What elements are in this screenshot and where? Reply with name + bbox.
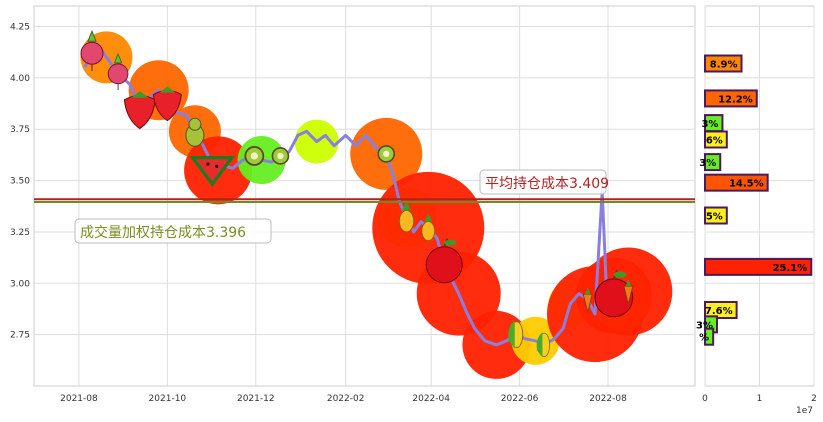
corn-icon [536, 332, 551, 358]
apple-icon [425, 238, 463, 284]
radish-icon [80, 29, 104, 72]
cost-annotation-label: 成交量加权持仓成本3.396 [80, 224, 246, 241]
distribution-bar [704, 301, 738, 319]
watermelon-icon [189, 155, 236, 187]
distribution-bars: 8.9% 12.2% 3% 6% 3% 14.5% 5% 25.1% 7.6% 3%% [696, 54, 813, 346]
x-tick-label: 2022-06 [501, 394, 539, 404]
date-x-axis: 2021-08 2021-10 2021-12 2022-02 2022-04 2022-… [60, 394, 627, 404]
cost-distribution-chart: 8.9% 12.2% 3% 6% 3% 14.5% 5% 25.1% 7.6% 3%% 0 1 2 1… [696, 5, 817, 416]
y-tick-label: 3.00 [10, 279, 30, 289]
kiwi-icon [271, 147, 290, 165]
x-tick-label: 2021-12 [237, 394, 275, 404]
y-tick-label: 3.25 [10, 228, 30, 238]
pear-icon [185, 117, 205, 147]
distribution-x-tick-label: 0 [702, 394, 708, 404]
x-tick-label: 2021-10 [149, 394, 187, 404]
distribution-bar-label: 3% [701, 119, 718, 130]
x-tick-label: 2022-08 [589, 394, 627, 404]
pineapple-icon [421, 213, 436, 242]
distribution-x-tick-label: 2 [811, 394, 817, 404]
strawberry-icon [123, 91, 156, 130]
corn-icon [508, 320, 524, 349]
distribution-bar [704, 206, 728, 225]
distribution-bar-label: % [699, 333, 709, 344]
y-tick-label: 3.75 [10, 125, 30, 135]
price-y-axis: 2.75 3.00 3.25 3.50 3.75 4.00 4.25 [10, 23, 30, 341]
distribution-bar [704, 327, 715, 346]
y-tick-label: 2.75 [10, 331, 30, 341]
distribution-bar [704, 54, 743, 73]
price-chart: 平均持仓成本3.409 成交量加权持仓成本3.396 2.75 3.00 3.25 3.… [10, 5, 696, 404]
cost-annotations: 平均持仓成本3.409 成交量加权持仓成本3.396 [74, 169, 609, 244]
cost-lines [34, 198, 695, 203]
kiwi-icon [244, 146, 265, 166]
distribution-bar-label: 7.6% [705, 306, 733, 317]
cost-annotation-box [479, 169, 607, 195]
distribution-bar-label: 25.1% [773, 263, 808, 274]
distribution-bar-label: 5% [706, 212, 723, 223]
pineapple-icon [398, 201, 415, 233]
distribution-bar [704, 173, 769, 192]
apple-icon [594, 270, 634, 318]
y-tick-label: 4.00 [10, 74, 30, 84]
x-axis-offset-label: 1e7 [796, 406, 813, 416]
cost-annotation-label: 平均持仓成本3.409 [485, 176, 609, 192]
distribution-bar-label: 12.2% [718, 94, 753, 105]
x-tick-label: 2021-08 [60, 394, 98, 404]
carrot-icon [582, 287, 593, 313]
y-tick-label: 3.50 [10, 177, 30, 187]
kiwi-icon [377, 145, 396, 163]
fruit-markers [80, 29, 634, 358]
strawberry-icon [152, 86, 182, 122]
distribution-bar-label: 3% [699, 158, 716, 169]
distribution-bar [704, 130, 728, 149]
cost-annotation-box [74, 218, 272, 244]
distribution-bar [704, 257, 813, 276]
distribution-bar [704, 89, 758, 108]
radish-icon [107, 52, 129, 90]
carrot-icon [623, 278, 634, 305]
y-tick-label: 4.25 [10, 23, 30, 33]
distribution-x-axis: 0 1 2 [702, 394, 817, 404]
distribution-bar-label: 14.5% [729, 179, 764, 190]
x-tick-label: 2022-04 [412, 394, 450, 404]
distribution-bar-label: 6% [706, 136, 723, 147]
distribution-bar-label: 3% [696, 320, 713, 331]
x-tick-label: 2022-02 [327, 394, 365, 404]
distribution-bar [704, 153, 722, 172]
distribution-bar-label: 8.9% [710, 60, 738, 71]
distribution-x-tick-label: 1 [757, 394, 763, 404]
